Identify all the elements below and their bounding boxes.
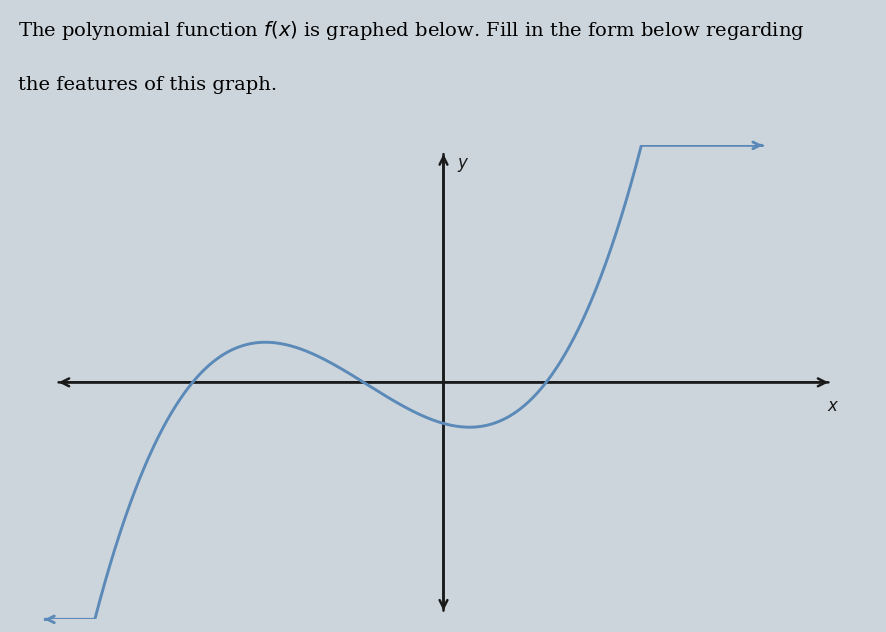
Text: The polynomial function $f(x)$ is graphed below. Fill in the form below regardin: The polynomial function $f(x)$ is graphe… (18, 19, 804, 42)
Text: x: x (826, 397, 836, 415)
Text: the features of this graph.: the features of this graph. (18, 76, 276, 94)
Text: y: y (456, 154, 467, 173)
